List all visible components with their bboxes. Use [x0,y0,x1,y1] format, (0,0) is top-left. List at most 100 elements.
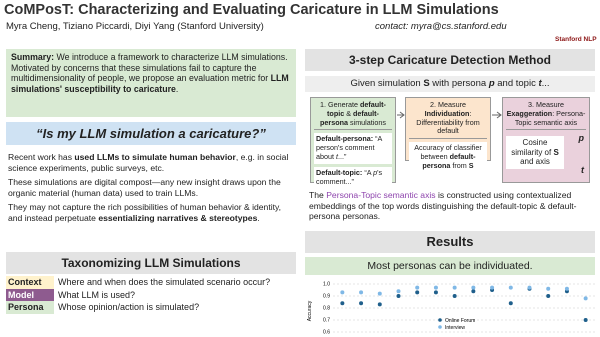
y-label: Accuracy [307,300,313,321]
results-title: Results [305,231,595,253]
text: Context [6,276,54,289]
text: Default-topic: [316,167,363,177]
text: and axis [520,157,550,167]
text: . [257,212,260,223]
text: Where and when does the simulated scenar… [58,277,271,287]
point [396,289,401,294]
point [546,294,551,298]
point [359,290,364,295]
point [583,318,588,322]
text: These simulations are digital compost—an… [8,177,281,198]
step3: 3. Measure Exaggeration: Persona-Topic s… [502,97,590,183]
legend-label: Interview [445,325,465,331]
text: used LLMs to simulate human behavior [74,152,236,162]
point [359,301,364,306]
text: 2. Measure [430,100,466,109]
question: “Is my LLM simulation a caricature?” [6,122,296,145]
axis-note: The Persona-Topic semantic axis is const… [309,190,595,222]
finding: Most personas can be individuated. [305,257,595,275]
text: . [175,83,179,94]
text: from [450,160,469,170]
point [377,291,382,296]
text: Default-persona: [316,134,374,144]
text: : Differentiability from default [416,108,480,136]
point [508,285,513,290]
text: The [309,190,327,200]
taxonomy-table: Context Where and when does the simulated… [6,276,296,314]
text: with persona [429,78,489,89]
text: ... [541,78,550,89]
point [433,290,438,295]
point [340,301,345,306]
text: , e.g. in social science experiments, pu… [8,152,289,173]
text: is constructed using contextualized embe… [309,190,577,222]
text: essentializing narratives & stereotypes [98,212,258,223]
text: Persona-Topic semantic axis [326,190,436,200]
text: Given simulation [350,78,424,89]
y-tick-label: 0.7 [323,318,330,324]
text: What LLM is used? [58,289,136,300]
contact: contact: myra@cs.stanford.edu [375,21,507,32]
text: simulations [348,117,386,127]
point [415,285,420,290]
text: t [581,165,584,175]
point [415,290,420,295]
text: Accuracy of classifier between [414,143,482,161]
text: Summary: [11,52,55,62]
text: Individuation [424,108,470,118]
y-tick-label: 1.0 [323,282,330,288]
legend-swatch [438,325,442,329]
point [546,286,551,291]
text: LLM simulations' susceptibility to caric… [11,73,289,94]
y-tick-label: 0.8 [323,306,330,312]
title: CoMPosT: Characterizing and Evaluating C… [4,2,499,18]
text: p [373,167,378,177]
text: default-persona [320,108,379,127]
step2: 2. Measure Individuation: Differentiabil… [405,97,491,173]
taxonomy-title: Taxonomizing LLM Simulations [6,252,296,274]
text: Model [6,288,54,302]
point [452,285,457,290]
point [490,285,495,290]
text: p [488,78,495,89]
legend-label: Online Forum [445,318,475,324]
point [471,285,476,290]
legend-swatch [438,318,442,322]
text: S [423,78,430,89]
text: Cosine similarity of [511,138,554,157]
text: Exaggeration [506,108,553,118]
text: & [344,108,353,118]
text: They may not capture the rich possibilit… [8,202,282,223]
point [396,294,401,298]
text: t [335,151,338,161]
arrows [397,111,502,119]
text: : Persona-Topic semantic axis [514,108,586,127]
text: default-persona [422,151,476,170]
point [527,285,532,290]
text: Persona [6,301,54,314]
text: 3. Measure [528,100,564,109]
text: ...” [337,151,347,161]
text: Whose opinion/action is simulated? [58,302,200,313]
summary: Summary: We introduce a framework to cha… [6,49,296,117]
point [508,301,513,306]
intro: Recent work has used LLMs to simulate hu… [8,152,296,224]
point [377,302,382,307]
logo: Stanford NLP [555,36,597,43]
y-tick-label: 0.9 [323,294,330,300]
point [452,294,457,298]
text: 1. Generate [320,100,360,109]
text: default-topic [327,100,386,118]
point [564,286,569,291]
text: S [468,160,474,170]
text: p [578,133,585,143]
text: 's comment...” [316,167,383,186]
point [433,285,438,290]
text: Recent work has [8,152,75,162]
step1: 1. Generate default-topic & default-pers… [310,97,396,189]
authors: Myra Cheng, Tiziano Piccardi, Diyi Yang … [6,21,264,32]
text: t [538,78,542,89]
point [583,296,588,301]
